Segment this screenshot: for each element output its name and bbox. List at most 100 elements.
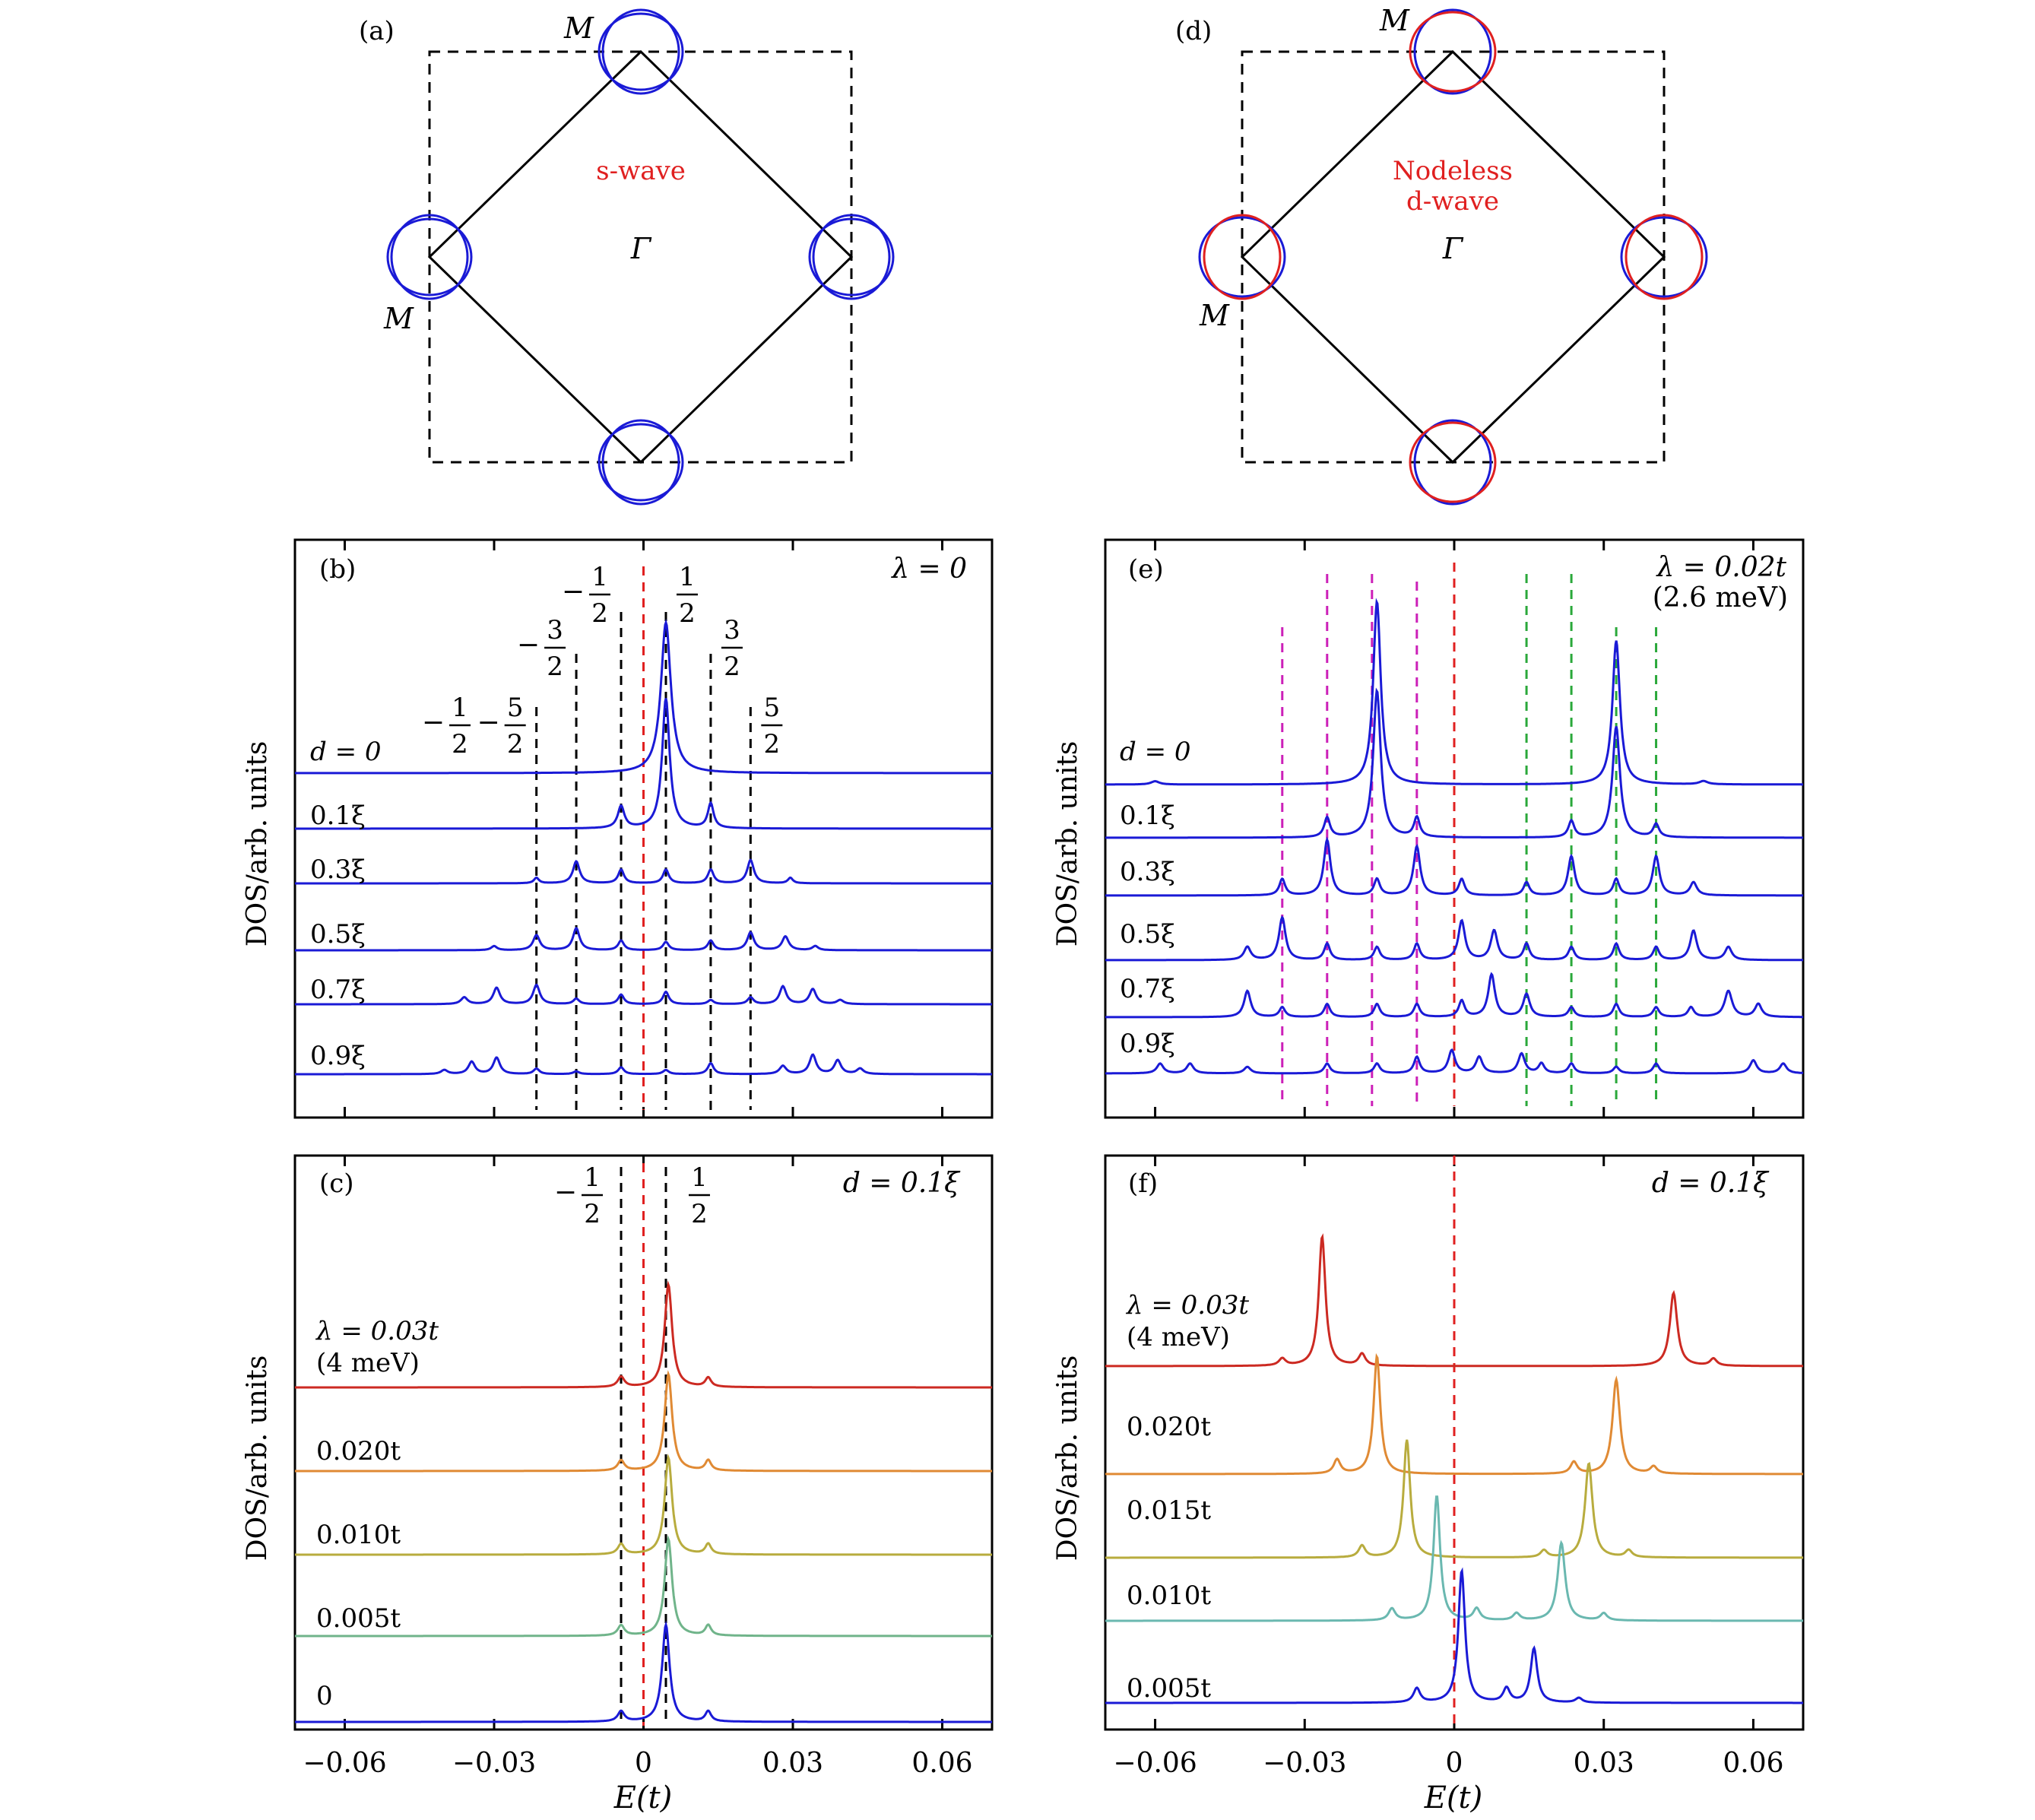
- series-c-0: [295, 1280, 992, 1389]
- series-e-0: [1105, 598, 1803, 786]
- fs-pocket-a-0-outer: [601, 8, 680, 95]
- level-label-c-0-den: 2: [584, 1199, 601, 1229]
- offset-label-e-4: 0.7ξ: [1120, 974, 1175, 1004]
- level-label-b-extra-num: 1: [452, 693, 468, 723]
- series-f-4: [1105, 1567, 1803, 1704]
- xtick-label-c-0: −0.06: [303, 1748, 386, 1779]
- level-label-c-0: −1 2: [554, 1162, 604, 1229]
- level-label-b-extra-den: 2: [452, 729, 468, 759]
- offset-label-f-1: (4 meV): [1127, 1322, 1230, 1352]
- panel-e-labels: (e) λ = 0.02t (2.6 meV) d = 0 0.1ξ 0.3ξ …: [1120, 552, 1788, 1059]
- bz-diamond-d: [1240, 49, 1666, 465]
- offset-label-e-5: 0.9ξ: [1120, 1029, 1175, 1059]
- annotation-f: d = 0.1ξ: [1652, 1168, 1770, 1199]
- series-f-0: [1105, 1233, 1803, 1368]
- annotation-b: λ = 0: [890, 553, 967, 585]
- series-e-5: [1105, 1048, 1804, 1075]
- panel-a: (a) s-wave Γ M M: [359, 8, 895, 506]
- series-f-2: [1105, 1439, 1803, 1559]
- fs-pocket-d-2-blue: [1198, 216, 1286, 298]
- level-label-b-extra-sign: −: [422, 707, 445, 738]
- fs-pocket-a-3-inner: [812, 214, 891, 300]
- fs-pocket-a-1-outer: [601, 419, 680, 506]
- offset-label-c-3: 0.010t: [316, 1520, 401, 1550]
- level-label-b-2-sign: −: [517, 629, 540, 661]
- level-label-b-0-sign: −: [562, 576, 585, 607]
- fs-pocket-a-2-inner: [390, 214, 469, 300]
- series-b-3: [295, 926, 992, 952]
- offset-label-c-1: (4 meV): [316, 1348, 420, 1378]
- level-label-c-1-den: 2: [691, 1199, 708, 1229]
- fs-pocket-d-0-red: [1409, 11, 1497, 93]
- m-label-left-a: M: [383, 302, 414, 335]
- level-label-b-3-den: 2: [724, 652, 740, 682]
- series-b-5: [295, 1053, 992, 1076]
- series-c-1: [295, 1370, 992, 1473]
- offset-label-f-4: 0.010t: [1127, 1581, 1211, 1611]
- fs-pocket-a-2-outer: [386, 217, 473, 296]
- fs-pocket-d-3-blue: [1620, 216, 1708, 298]
- offset-label-f-5: 0.005t: [1127, 1673, 1211, 1704]
- level-label-b-4-sign: −: [477, 707, 500, 738]
- offset-label-e-1: 0.1ξ: [1120, 801, 1175, 831]
- xtick-label-f-1: −0.03: [1263, 1748, 1346, 1779]
- fs-pocket-a-0-inner: [598, 12, 684, 91]
- xlabel-left: E(t): [613, 1780, 672, 1815]
- level-label-b-2-den: 2: [547, 652, 563, 682]
- offset-label-e-0: d = 0: [1120, 737, 1191, 767]
- level-label-b-5-den: 2: [764, 729, 781, 759]
- ylabel-left-top: DOS/arb. units: [242, 741, 273, 947]
- offset-label-f-3: 0.015t: [1127, 1495, 1211, 1526]
- xlabel-right: E(t): [1424, 1780, 1482, 1815]
- series-e-2: [1105, 836, 1803, 897]
- m-label-left-d: M: [1199, 299, 1230, 332]
- level-label-b-4-den: 2: [507, 729, 524, 759]
- offset-label-b-3: 0.5ξ: [310, 919, 366, 950]
- offset-label-e-3: 0.5ξ: [1120, 919, 1175, 950]
- level-label-b-extra: −1 2: [422, 693, 471, 759]
- level-label-b-1-den: 2: [679, 598, 696, 629]
- offset-label-c-2: 0.020t: [316, 1436, 401, 1466]
- level-label-c-1-num: 1: [691, 1162, 708, 1193]
- level-label-b-2-num: 3: [547, 615, 563, 645]
- panel-d: (d) Nodeless d-wave Γ M M: [1175, 4, 1708, 506]
- series-e-4: [1105, 972, 1803, 1019]
- xtick-label-f-2: 0: [1446, 1748, 1463, 1779]
- offset-label-b-5: 0.9ξ: [310, 1041, 366, 1071]
- level-label-b-2: −3 2: [517, 615, 566, 682]
- level-label-b-3: 32: [721, 615, 743, 682]
- fs-pocket-d-2-red: [1203, 214, 1282, 300]
- offset-label-c-0: λ = 0.03t: [315, 1316, 439, 1346]
- gamma-label-a: Γ: [630, 232, 652, 265]
- level-label-b-0-den: 2: [591, 598, 608, 629]
- panel-c-labels: (c) d = 0.1ξ λ = 0.03t (4 meV) 0.020t 0.…: [315, 1168, 961, 1711]
- panel-label-e: (e): [1128, 554, 1164, 585]
- panel-f: −0.06 −0.03 0 0.03 0.06: [1104, 1154, 1805, 1779]
- m-label-top-a: M: [563, 11, 594, 45]
- xtick-label-c-3: 0.03: [762, 1748, 823, 1779]
- gamma-label-d: Γ: [1442, 232, 1464, 265]
- level-label-b-4: −5 2: [477, 693, 526, 759]
- fermi-surface-circles-d: [1198, 8, 1708, 506]
- panel-b-labels: (b) λ = 0 d = 0 0.1ξ 0.3ξ 0.5ξ 0.7ξ 0.9ξ: [310, 553, 967, 1071]
- fs-pocket-d-1-red: [1409, 421, 1497, 503]
- offset-label-e-2: 0.3ξ: [1120, 857, 1175, 887]
- gap-label-a: s-wave: [596, 156, 686, 186]
- offset-label-c-5: 0: [316, 1681, 333, 1711]
- ylabel-left-bottom: DOS/arb. units: [242, 1355, 273, 1562]
- level-label-b-4-num: 5: [507, 693, 524, 723]
- level-label-c-0-sign: −: [554, 1177, 577, 1208]
- bz-diamond-a: [427, 49, 854, 465]
- gap-label-d-1: Nodeless: [1393, 156, 1513, 186]
- series-b-2: [295, 858, 992, 885]
- ylabel-right-bottom: DOS/arb. units: [1052, 1355, 1083, 1562]
- ylabel-right-top: DOS/arb. units: [1052, 741, 1083, 947]
- xtick-label-c-1: −0.03: [452, 1748, 536, 1779]
- level-label-b-0-num: 1: [591, 562, 608, 592]
- level-label-c-1: 12: [688, 1162, 710, 1229]
- panel-label-c: (c): [319, 1168, 354, 1199]
- series-b-4: [295, 983, 992, 1006]
- gap-label-d-2: d-wave: [1406, 186, 1499, 217]
